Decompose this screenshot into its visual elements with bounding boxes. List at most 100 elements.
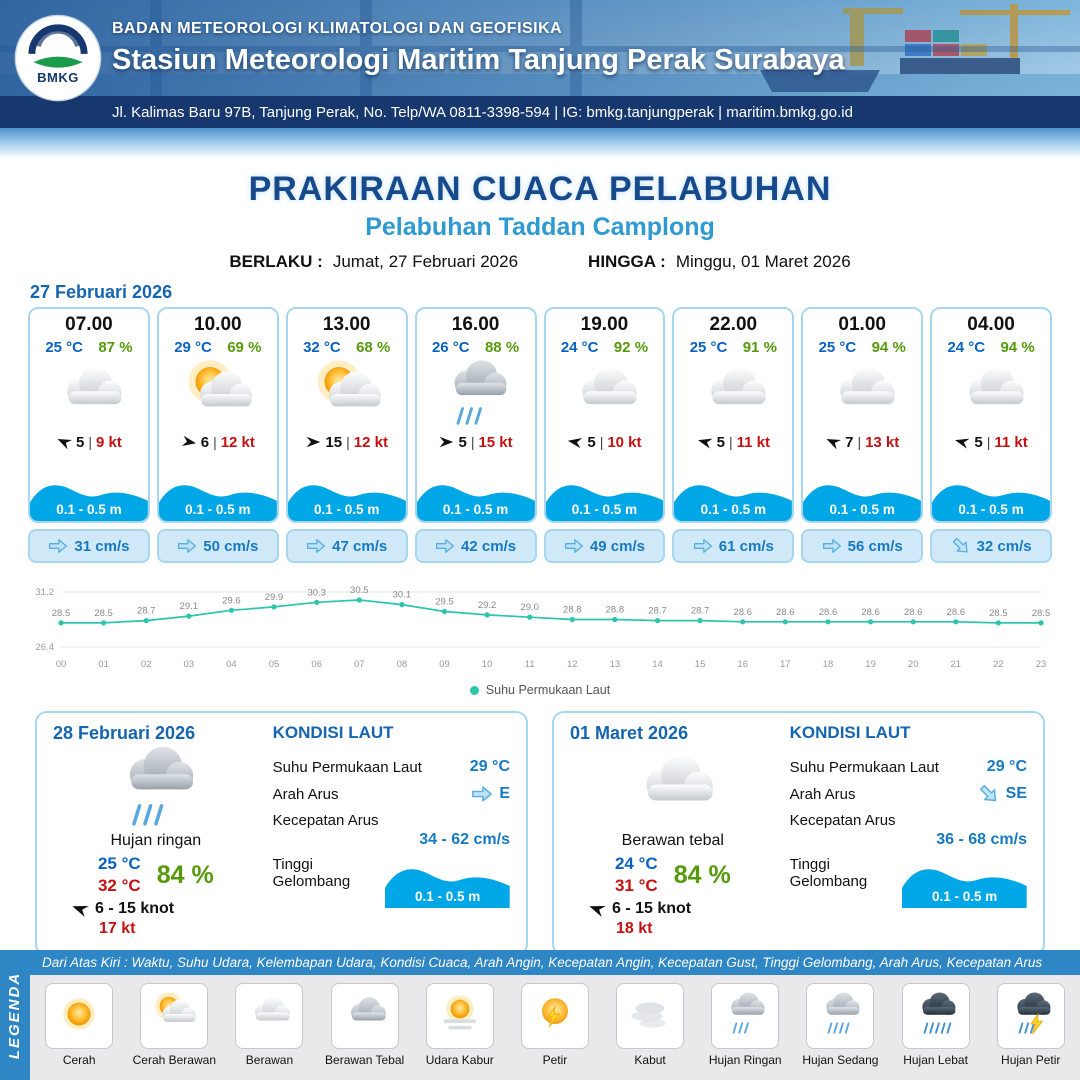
svg-text:21: 21 [951, 659, 962, 670]
current-speed: 42 cm/s [461, 537, 517, 555]
address-bar: Jl. Kalimas Baru 97B, Tanjung Perak, No.… [0, 96, 1080, 128]
wind-separator: | [470, 434, 475, 450]
legend-icon-box [45, 983, 114, 1049]
wave-height-box: 0.1 - 0.5 m [674, 473, 793, 521]
current-speed-label: Kecepatan Arus [789, 812, 896, 829]
weather-icon [674, 356, 792, 432]
daily-weather-icon [53, 744, 259, 832]
legend-icon-box [140, 983, 209, 1049]
current-direction-icon [306, 536, 326, 556]
harbor-illustration-icon [0, 0, 1080, 96]
forecast-time: 04.00 [967, 314, 1015, 335]
wind-separator: | [213, 434, 217, 450]
current-direction-value: E [499, 785, 510, 802]
current-direction-icon [564, 536, 584, 556]
svg-text:29.2: 29.2 [478, 600, 497, 611]
wave-height-value: 0.1 - 0.5 m [932, 889, 998, 904]
wind-gust: 13 kt [865, 433, 900, 451]
wind-row: 5 | 15 kt [417, 433, 535, 451]
sea-conditions-title: KONDISI LAUT [789, 723, 911, 742]
wind-direction-icon [181, 433, 197, 451]
wind-direction-icon [954, 433, 970, 451]
svg-text:28.7: 28.7 [137, 606, 156, 617]
forecast-card: 16.00 26 °C 88 % 5 | 15 kt 0.1 - 0.5 m 4… [414, 307, 537, 563]
rain-thunder-icon [1008, 991, 1054, 1042]
svg-text:22: 22 [993, 659, 1004, 670]
legend-item: Petir [509, 983, 601, 1067]
current-box: 49 cm/s [543, 529, 666, 563]
svg-text:15: 15 [695, 659, 706, 670]
wave-height-label: Tinggi Gelombang [789, 856, 868, 890]
svg-text:14: 14 [652, 659, 663, 670]
svg-text:29.9: 29.9 [265, 592, 284, 603]
svg-text:05: 05 [269, 659, 280, 670]
svg-text:28.5: 28.5 [94, 608, 113, 619]
legend-item: Hujan Petir [985, 983, 1077, 1067]
wave-height-box: 0.1 - 0.5 m [902, 856, 1027, 908]
header-bottom-strip [0, 128, 1080, 158]
page-title: PRAKIRAAN CUACA PELABUHAN [248, 170, 832, 208]
svg-text:03: 03 [184, 659, 195, 670]
svg-text:28.8: 28.8 [606, 605, 625, 616]
forecast-time: 01.00 [838, 314, 886, 335]
rain-light-icon [722, 991, 768, 1042]
svg-text:18: 18 [823, 659, 834, 670]
wave-height-box: 0.1 - 0.5 m [416, 473, 535, 521]
legend-item: Berawan [223, 983, 315, 1067]
svg-text:28.7: 28.7 [691, 606, 710, 617]
current-speed: 31 cm/s [74, 537, 130, 555]
legend-icon-box [806, 983, 875, 1049]
current-box: 56 cm/s [801, 529, 924, 563]
forecast-time: 07.00 [65, 314, 113, 335]
forecast-time: 19.00 [580, 314, 629, 335]
legend-item: Kabut [604, 983, 696, 1067]
sst-chart-section: 31.2 26.4 28.5 00 28.5 01 28.7 02 29.1 03 29.6 04 29… [0, 575, 1080, 697]
humidity: 87 % [98, 339, 133, 356]
wave-height-value: 0.1 - 0.5 m [314, 502, 380, 517]
wave-height-value: 0.1 - 0.5 m [442, 502, 509, 517]
wind-speed: 6 [200, 433, 210, 451]
svg-text:28.8: 28.8 [563, 605, 582, 616]
rain-heavy-icon [913, 991, 959, 1042]
forecast-card: 07.00 25 °C 87 % 5 | 9 kt 0.1 - 0.5 m 31… [28, 307, 150, 563]
svg-text:28.5: 28.5 [989, 608, 1008, 619]
legend-item: Cerah [33, 983, 125, 1067]
forecast-card-main: 04.00 24 °C 94 % 5 | 11 kt 0.1 - 0.5 m [930, 307, 1052, 523]
legend-item-label: Berawan [245, 1053, 294, 1067]
svg-text:28.6: 28.6 [904, 607, 923, 618]
legend-band: LEGENDA Dari Atas Kiri : Waktu, Suhu Uda… [0, 950, 1080, 1080]
legend-item-label: Berawan Tebal [325, 1053, 405, 1067]
daily-humidity: 84 % [156, 860, 214, 889]
agency-name: BADAN METEOROLOGI KLIMATOLOGI DAN GEOFIS… [112, 20, 563, 37]
svg-text:02: 02 [141, 659, 152, 670]
legend-item: Udara Kabur [414, 983, 506, 1067]
wind-speed: 5 [716, 433, 725, 451]
wind-speed: 5 [76, 433, 85, 451]
valid-from-label: BERLAKU : [229, 252, 323, 271]
air-temp: 24 °C [947, 339, 986, 356]
daily-date: 28 Februari 2026 [53, 723, 196, 743]
weather-icon [803, 356, 921, 432]
weather-icon [932, 356, 1050, 432]
air-temp: 25 °C [818, 339, 857, 356]
weather-icon [30, 356, 148, 432]
svg-text:20: 20 [908, 659, 919, 670]
current-speed: 61 cm/s [718, 537, 774, 555]
current-speed-label: Kecepatan Arus [272, 812, 379, 829]
wind-gust: 11 kt [736, 433, 770, 451]
daily-gust: 18 kt [616, 920, 653, 938]
wind-direction-icon [71, 900, 89, 918]
svg-text:13: 13 [610, 659, 621, 670]
wind-speed: 7 [845, 433, 854, 451]
svg-text:08: 08 [397, 659, 408, 670]
wind-direction-icon [438, 433, 454, 451]
legend-item-label: Kabut [634, 1053, 666, 1067]
legend-item-label: Petir [542, 1053, 568, 1067]
sst-label: Suhu Permukaan Laut [789, 758, 939, 776]
legend-item-label: Hujan Sedang [802, 1053, 879, 1067]
svg-text:28.6: 28.6 [819, 607, 838, 618]
legend-item: Hujan Lebat [890, 983, 982, 1067]
wave-height-box: 0.1 - 0.5 m [803, 473, 922, 521]
air-temp: 25 °C [45, 339, 84, 356]
wind-row: 5 | 10 kt [546, 433, 664, 451]
